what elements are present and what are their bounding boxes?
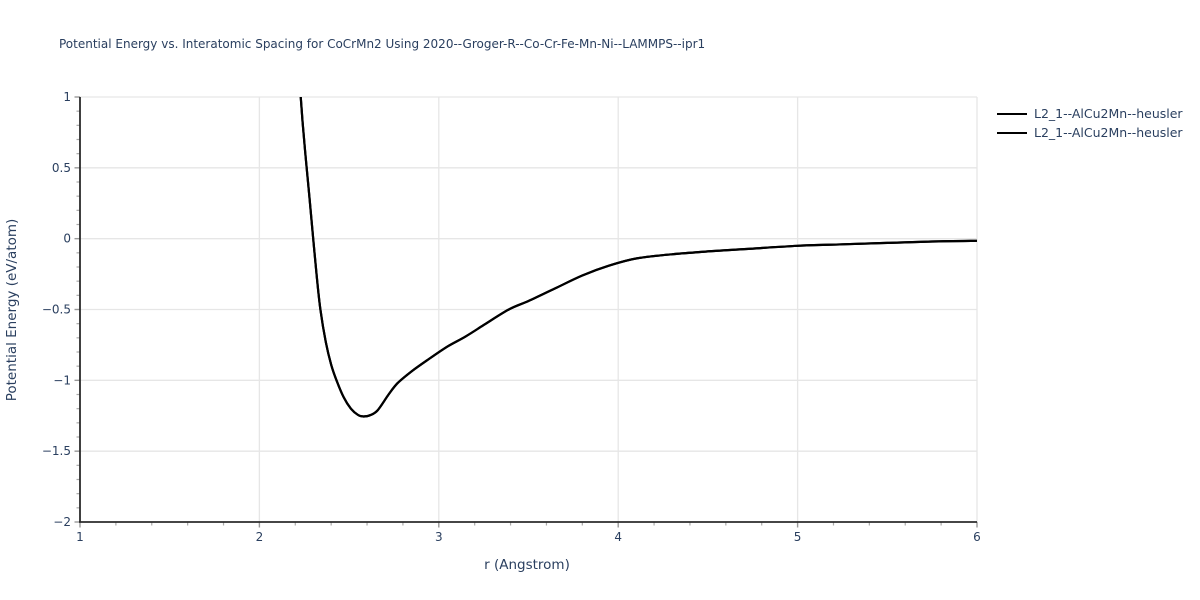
y-axis-label: Potential Energy (eV/atom): [4, 219, 20, 402]
tick-labels: 1 2 3 4 5 6 1 0.5 0 −0.5 −1 −1.5 −2: [42, 90, 981, 544]
x-tick-label: 4: [614, 530, 622, 544]
axis-ticks: [74, 96, 978, 528]
y-tick-label: −2: [53, 515, 71, 529]
x-tick-label: 1: [76, 530, 84, 544]
series-line: [299, 97, 977, 418]
y-tick-label: 0: [63, 232, 71, 246]
y-tick-label: 1: [63, 90, 71, 104]
legend-line-swatch: [997, 112, 1027, 115]
y-tick-label: 0.5: [52, 161, 71, 175]
gridlines: [80, 96, 978, 522]
axis-spines: [79, 97, 977, 523]
x-tick-label: 6: [973, 530, 981, 544]
x-tick-label: 2: [256, 530, 264, 544]
y-tick-label: −1.5: [42, 444, 71, 458]
legend: L2_1--AlCu2Mn--heusler L2_1--AlCu2Mn--heu…: [997, 104, 1183, 142]
chart-title: Potential Energy vs. Interatomic Spacing…: [59, 37, 705, 51]
x-axis-label: r (Angstrom): [484, 557, 570, 573]
legend-line-swatch: [997, 131, 1027, 134]
legend-item[interactable]: L2_1--AlCu2Mn--heusler: [997, 104, 1183, 123]
series-line: [299, 97, 977, 418]
y-tick-label: −1: [53, 373, 71, 387]
legend-item[interactable]: L2_1--AlCu2Mn--heusler: [997, 123, 1183, 142]
x-tick-label: 5: [794, 530, 802, 544]
energy-curve: [299, 97, 977, 418]
x-tick-label: 3: [435, 530, 443, 544]
y-tick-label: −0.5: [42, 303, 71, 317]
legend-label: L2_1--AlCu2Mn--heusler: [1034, 106, 1183, 121]
legend-label: L2_1--AlCu2Mn--heusler: [1034, 125, 1183, 140]
